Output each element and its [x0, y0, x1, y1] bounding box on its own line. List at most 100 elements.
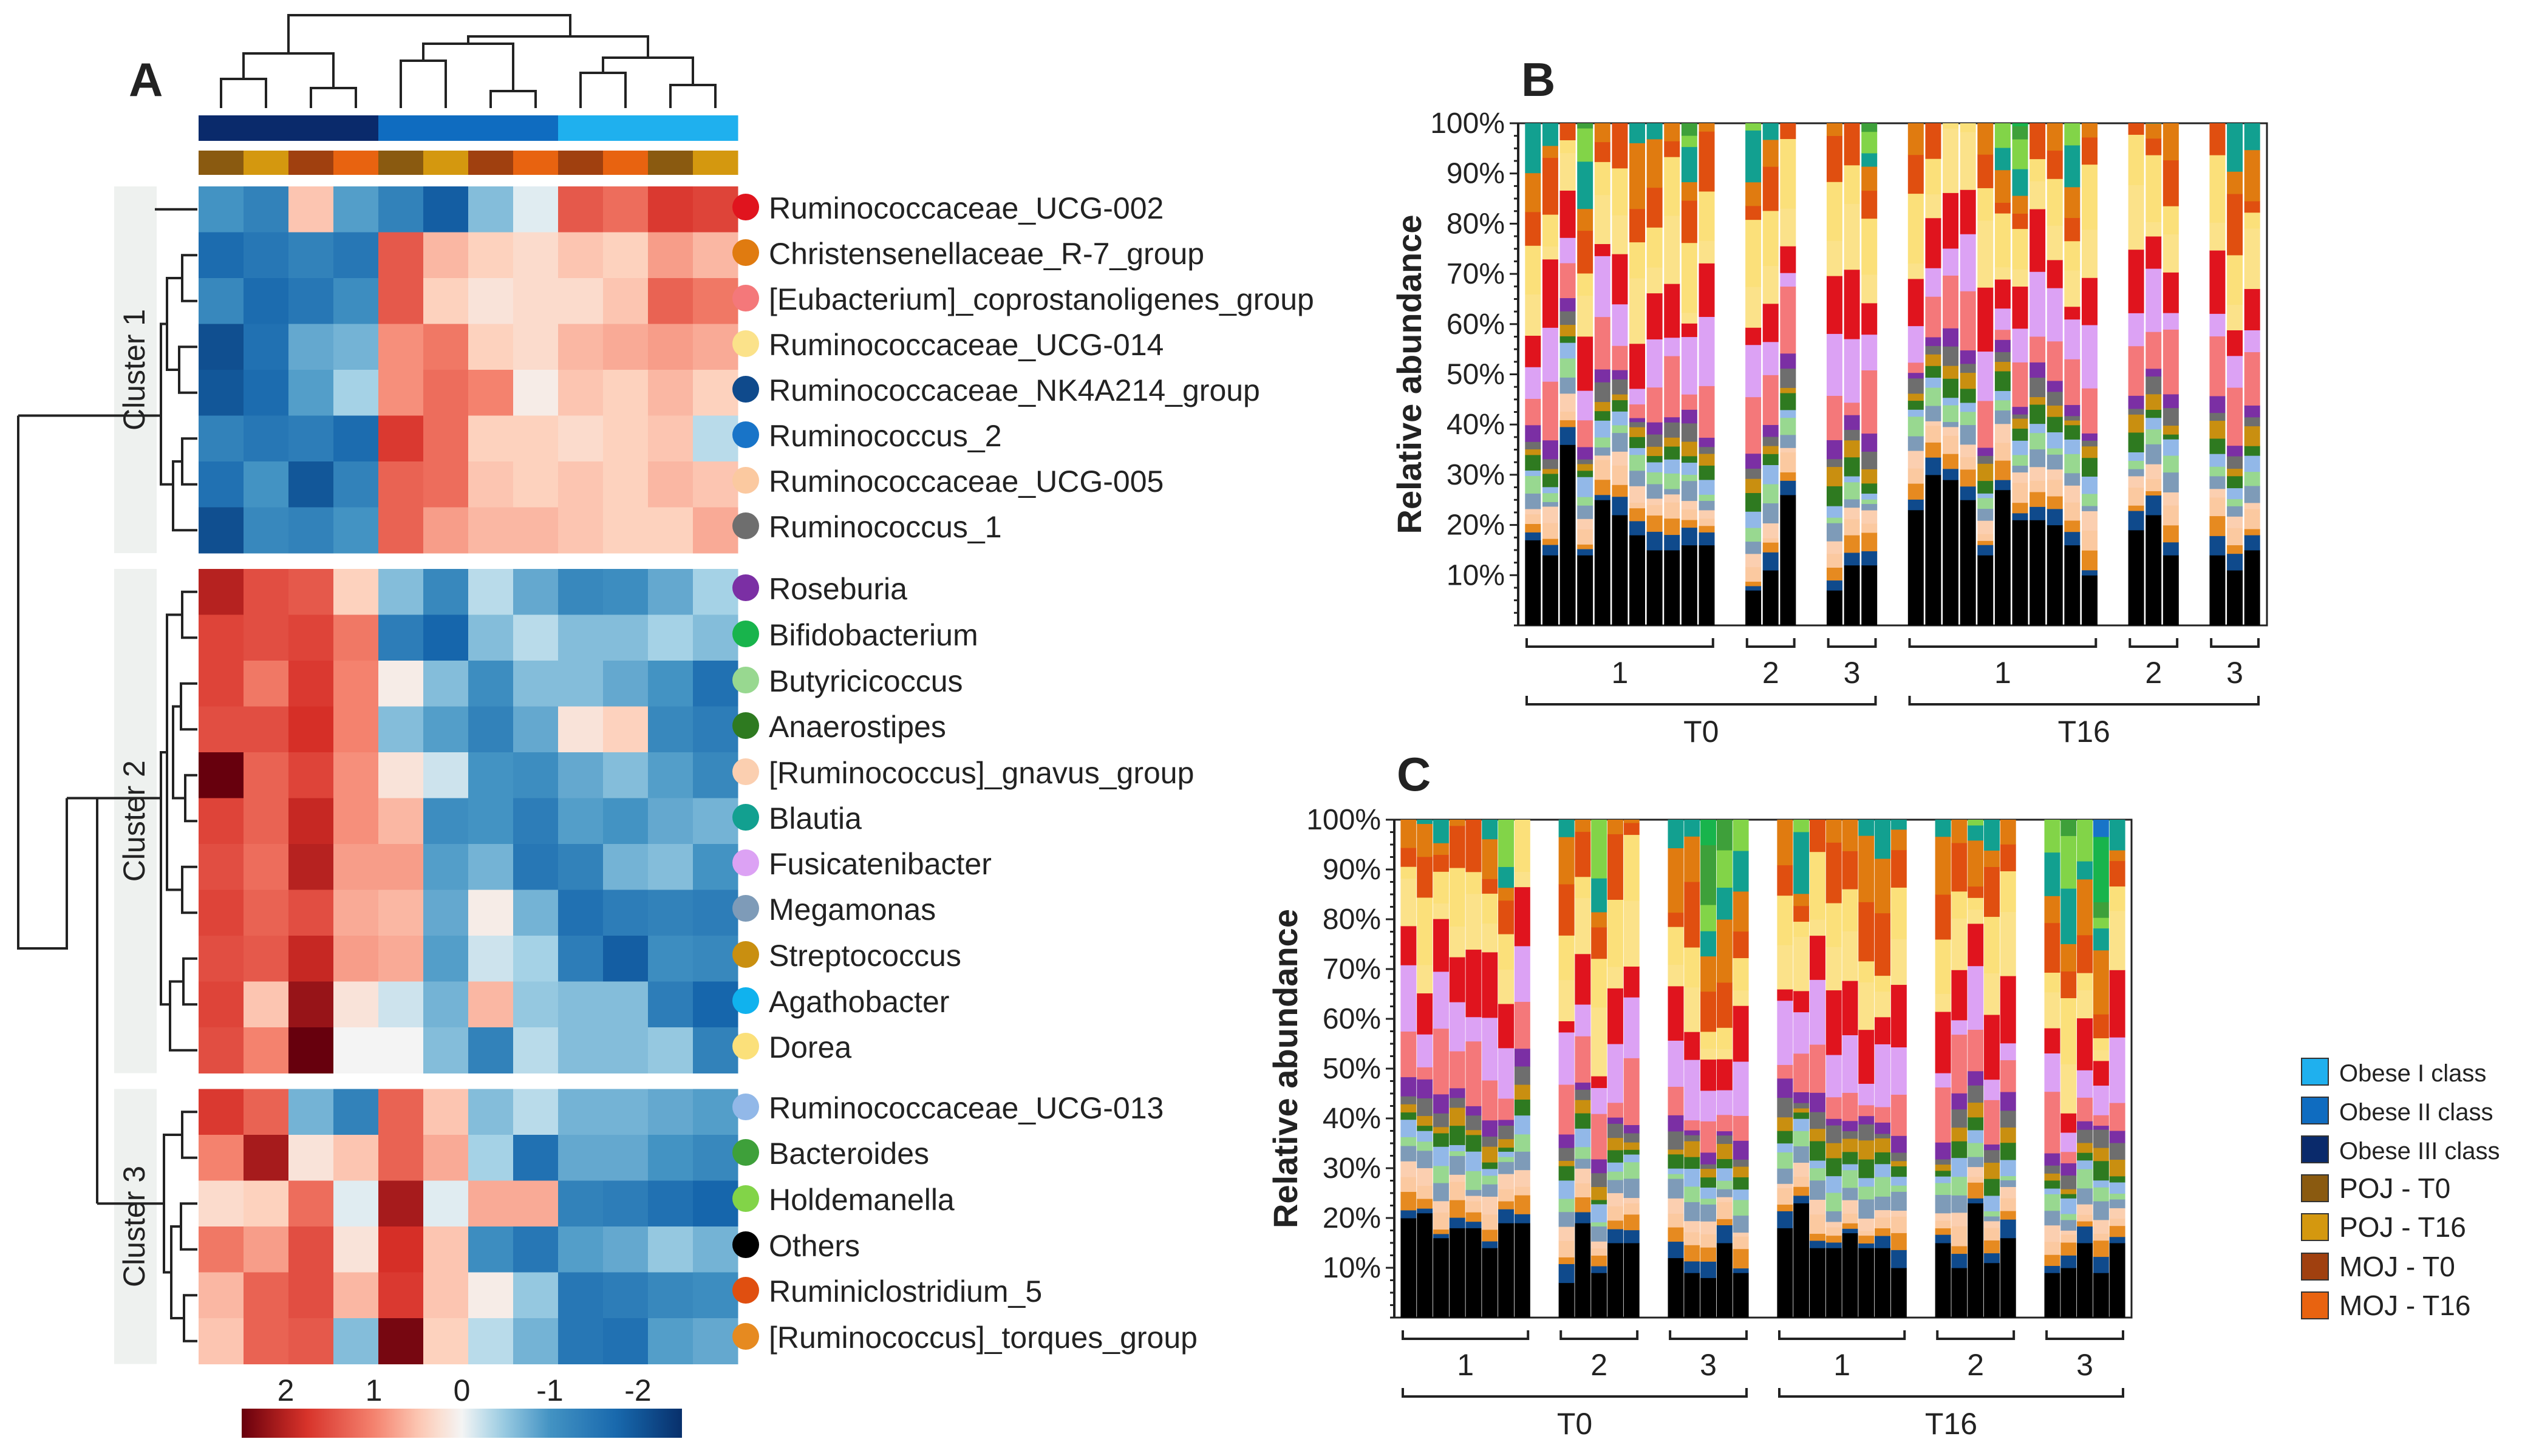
bar-segment	[1842, 981, 1858, 1036]
col-time-cell	[693, 151, 738, 175]
bar-segment	[1780, 246, 1796, 273]
bar-segment	[1890, 1135, 1907, 1153]
bar-segment	[1762, 210, 1779, 267]
heatmap-cell	[513, 981, 559, 1028]
bar-segment	[1623, 820, 1640, 823]
bar-segment	[1716, 1168, 1733, 1181]
bar-segment	[2128, 123, 2144, 135]
bar-segment	[1558, 1166, 1575, 1181]
heatmap-cell	[288, 507, 334, 554]
bar-segment	[1542, 327, 1558, 382]
bar-segment	[1700, 1277, 1717, 1318]
bar-segment	[1525, 245, 1541, 295]
bar-segment	[1514, 1115, 1530, 1135]
bar-segment	[2227, 570, 2243, 625]
bar-segment	[1577, 459, 1593, 464]
bar-segment	[1498, 1098, 1515, 1120]
bar-segment	[2093, 1085, 2109, 1115]
bar-segment	[1629, 388, 1646, 405]
bar-segment	[1983, 1162, 2000, 1179]
bar-segment	[1498, 887, 1515, 901]
bar-segment	[2081, 123, 2098, 138]
bar-segment	[1559, 123, 1576, 141]
bar-segment	[2000, 871, 2016, 912]
bar-segment	[1681, 312, 1697, 324]
bar-segment	[1762, 424, 1779, 437]
bar-segment	[1943, 421, 1959, 427]
y-tick-label: 20%	[1323, 1202, 1381, 1234]
bar-segment	[2244, 455, 2260, 472]
bar-segment	[2060, 1214, 2077, 1220]
bar-segment	[1977, 497, 1994, 509]
bar-segment	[1684, 947, 1700, 988]
bar-segment	[2064, 186, 2081, 219]
bar-segment	[1907, 278, 1924, 327]
heatmap-cell	[558, 706, 604, 753]
bar-segment	[1591, 1241, 1607, 1249]
bar-segment	[1994, 267, 2011, 280]
heatmap-cell	[603, 324, 649, 370]
bar-segment	[1577, 548, 1593, 556]
bar-segment	[1498, 1174, 1515, 1189]
heatmap-cell	[378, 752, 424, 798]
bar-segment	[1907, 393, 1924, 401]
y-axis-title: Relative abundance	[1266, 909, 1304, 1228]
bar-segment	[1664, 473, 1680, 489]
bar-segment	[1514, 1223, 1530, 1318]
heatmap-cell	[288, 1027, 334, 1073]
bar-segment	[1646, 472, 1663, 485]
heatmap-cell	[693, 1226, 738, 1273]
bar-segment	[2030, 449, 2046, 468]
bar-segment	[1525, 335, 1541, 367]
bar-segment	[1594, 455, 1610, 460]
heatmap-cell	[468, 1226, 514, 1273]
bar-segment	[1745, 541, 1762, 554]
bar-segment	[1890, 1191, 1907, 1211]
bar-segment	[1777, 1131, 1793, 1144]
bar-segment	[1591, 1076, 1607, 1088]
bar-segment	[1777, 1078, 1793, 1098]
y-tick-label: 90%	[1447, 158, 1505, 190]
heatmap-cell	[468, 278, 514, 324]
bar-segment	[2109, 1037, 2125, 1103]
bar-segment	[1943, 378, 1959, 398]
bar-segment	[1449, 1107, 1465, 1126]
heatmap-cell	[693, 752, 738, 798]
bar-segment	[1844, 498, 1860, 508]
bar-segment	[2077, 934, 2093, 973]
heatmap-cell	[648, 569, 694, 615]
bar-segment	[1733, 820, 1749, 851]
bar-segment	[2081, 137, 2098, 165]
col-time-cell	[244, 151, 289, 175]
bar-segment	[1890, 829, 1907, 851]
bar-segment	[2227, 254, 2243, 305]
bar-segment	[1664, 123, 1680, 141]
bar-segment	[1607, 988, 1623, 1044]
heatmap-cell	[603, 507, 649, 554]
bar-segment	[1858, 1199, 1875, 1219]
heatmap-cell	[288, 370, 334, 416]
bar-segment	[1433, 1113, 1449, 1128]
group-label: 2	[1967, 1348, 1984, 1382]
bar-segment	[1809, 1214, 1825, 1234]
bar-segment	[1400, 1104, 1417, 1113]
bar-segment	[1525, 540, 1541, 625]
heatmap-cell	[648, 232, 694, 279]
bar-segment	[1646, 483, 1663, 499]
bar-segment	[1994, 169, 2011, 203]
bar-segment	[2227, 355, 2243, 388]
bar-segment	[2093, 1129, 2109, 1148]
bar-segment	[1681, 500, 1697, 510]
bar-segment	[2244, 201, 2260, 213]
bar-segment	[2162, 455, 2179, 473]
bar-segment	[1777, 1143, 1793, 1153]
bar-segment	[1482, 1248, 1498, 1318]
heatmap-cell	[603, 798, 649, 845]
bar-segment	[1558, 1257, 1575, 1264]
bar-segment	[1793, 921, 1810, 937]
bar-segment	[1983, 1211, 2000, 1217]
taxon-label: Fusicatenibacter	[769, 847, 992, 881]
bar-segment	[1591, 911, 1607, 928]
bar-segment	[1482, 1120, 1498, 1137]
heatmap-cell	[513, 1180, 559, 1227]
